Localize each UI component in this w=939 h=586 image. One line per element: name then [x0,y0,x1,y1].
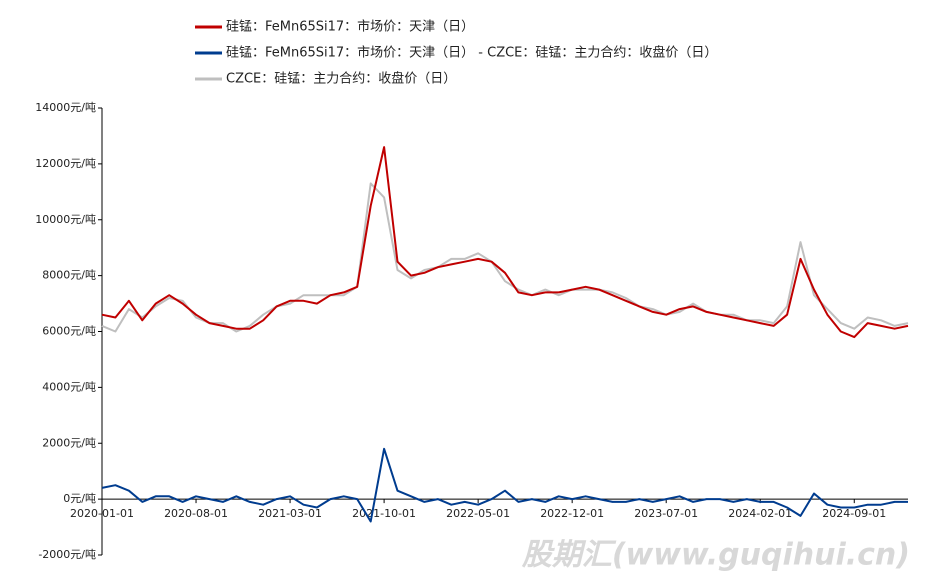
x-tick-label: 2021-10-01 [352,507,416,520]
legend-label: 硅锰：FeMn65Si17：市场价：天津（日） - CZCE：硅锰：主力合约：收… [226,45,717,61]
series-line [101,447,908,523]
x-tick-label: 2024-02-01 [728,507,792,520]
y-tick-label: 8000元/吨 [42,269,96,282]
x-tick-label: 2022-05-01 [446,507,510,520]
y-tick-label: 4000元/吨 [42,380,96,393]
x-tick-label: 2020-01-01 [70,507,134,520]
series-line [101,146,909,339]
y-tick-label: 2000元/吨 [42,436,96,449]
series-line [101,182,909,333]
x-tick-label: 2022-12-01 [540,507,604,520]
y-tick-label: 6000元/吨 [42,325,96,338]
x-tick-label: 2021-03-01 [258,507,322,520]
y-tick-label: 10000元/吨 [35,213,96,226]
y-tick-label: 12000元/吨 [35,157,96,170]
watermark: 股期汇(www.guqihui.cn) [521,538,910,573]
y-tick-label: 0元/吨 [63,492,96,505]
y-tick-label: -2000元/吨 [38,548,96,561]
legend-label: CZCE：硅锰：主力合约：收盘价（日） [226,71,456,87]
x-tick-label: 2023-07-01 [634,507,698,520]
legend-label: 硅锰：FeMn65Si17：市场价：天津（日） [226,19,474,35]
x-tick-label: 2020-08-01 [164,507,228,520]
y-tick-label: 14000元/吨 [35,101,96,114]
x-tick-label: 2024-09-01 [822,507,886,520]
